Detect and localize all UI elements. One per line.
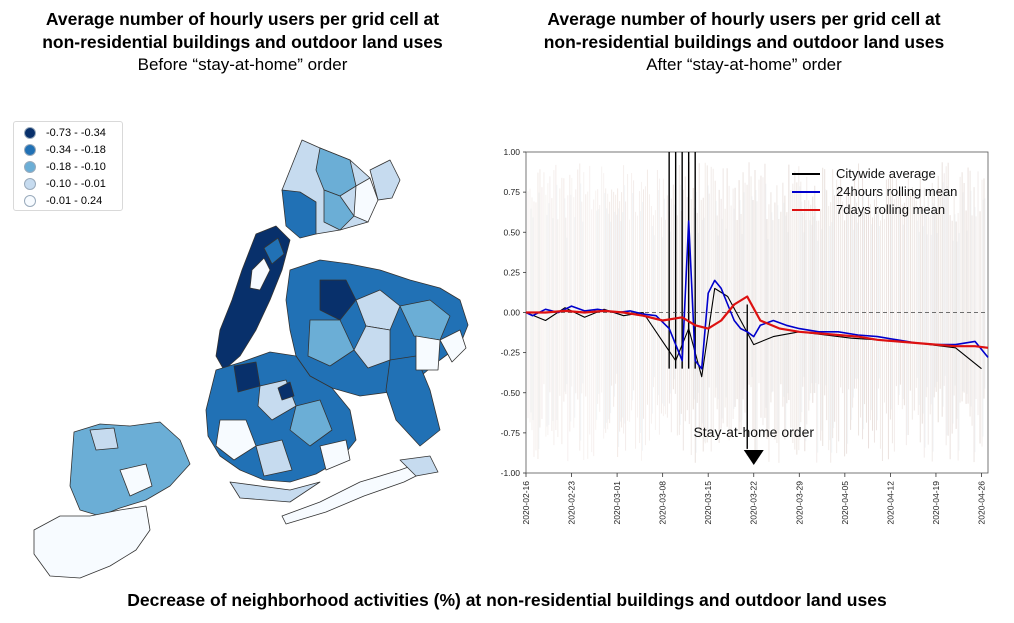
legend-label: 24hours rolling mean [836,184,957,199]
map-region [319,439,351,471]
legend-entry: -0.73 - -0.34 [14,124,122,141]
map-region [439,329,467,363]
legend-label: -0.18 - -0.10 [46,160,106,173]
stay-at-home-annotation: Stay-at-home order [693,424,814,465]
left-panel-title: Average number of hourly users per grid … [10,8,475,76]
y-axis-ticks: 1.00 0.75 0.50 0.25 0.00 -0.25 -0.50 -0.75 -1.00 [501,147,526,478]
legend-dot [24,177,36,190]
map-boroughs [33,139,469,579]
x-tick-label: 2020-03-01 [612,481,622,525]
legend-dot [24,160,36,173]
legend-label: Citywide average [836,166,936,181]
left-subtitle: Before “stay-at-home” order [137,55,348,74]
x-tick-label: 2020-04-26 [976,481,986,525]
map-region [399,455,439,477]
x-tick-label: 2020-04-05 [840,481,850,525]
legend-dot [24,194,36,207]
map-region [281,189,317,239]
y-tick-label: 0.25 [503,267,520,277]
y-tick-label: -1.00 [501,468,521,478]
x-tick-label: 2020-02-16 [521,481,531,525]
legend-entry: -0.01 - 0.24 [14,192,122,209]
y-tick-label: -0.75 [501,428,521,438]
map-legend: -0.73 - -0.34 -0.34 - -0.18 -0.18 - -0.1… [13,121,123,211]
map-region [289,399,333,447]
legend-dot [24,143,36,156]
map-region [323,189,355,231]
y-tick-label: 0.00 [503,308,520,318]
map-region [355,289,401,331]
x-tick-label: 2020-03-15 [703,481,713,525]
y-tick-label: 0.50 [503,227,520,237]
map-region [319,279,357,321]
map-region [415,335,441,371]
left-title-line2: non-residential buildings and outdoor la… [42,32,443,52]
x-tick-label: 2020-02-23 [567,481,577,525]
map-region [277,381,295,401]
hourly-noise-band [527,162,986,463]
spike-lines [668,152,748,449]
chart-legend: Citywide average 24hours rolling mean 7day… [792,166,957,217]
legend-entry: -0.34 - -0.18 [14,141,122,158]
map-region [249,257,271,291]
legend-entry: -0.10 - -0.01 [14,175,122,192]
map-region [399,299,451,341]
map-region [307,319,355,367]
map-region [263,237,285,265]
figure-caption: Decrease of neighborhood activities (%) … [127,590,887,610]
legend-label: 7days rolling mean [836,202,945,217]
x-tick-label: 2020-04-12 [885,481,895,525]
x-tick-label: 2020-04-19 [931,481,941,525]
map-region [229,481,321,503]
y-tick-label: -0.50 [501,388,521,398]
legend-label: -0.34 - -0.18 [46,143,106,156]
timeseries-chart: 1.00 0.75 0.50 0.25 0.00 -0.25 -0.50 -0.75 -1.00… [501,147,989,524]
legend-label: -0.01 - 0.24 [46,194,103,207]
x-tick-label: 2020-03-29 [794,481,804,525]
map-region [215,419,257,461]
map-region [33,505,151,579]
legend-entry: -0.18 - -0.10 [14,158,122,175]
x-axis-ticks: 2020-02-16 2020-02-23 2020-03-01 2020-03-08… [521,473,986,524]
right-panel-title: Average number of hourly users per grid … [510,8,978,76]
choropleth-map [33,139,469,579]
legend-label: -0.73 - -0.34 [46,126,106,139]
y-tick-label: 0.75 [503,187,520,197]
series-line [526,295,989,349]
left-title-line1: Average number of hourly users per grid … [45,9,440,29]
right-title-line1: Average number of hourly users per grid … [547,9,941,29]
legend-dot [24,126,36,139]
series-lines [525,220,989,378]
legend-label: -0.10 - -0.01 [46,177,106,190]
y-tick-label: -0.25 [501,348,521,358]
map-region [353,325,391,369]
right-title-line2: non-residential buildings and outdoor la… [543,32,945,52]
x-tick-label: 2020-03-08 [658,481,668,525]
y-tick-label: 1.00 [503,147,520,157]
map-region [89,427,119,451]
map-region [369,159,401,201]
annotation-arrow [743,450,764,465]
x-tick-label: 2020-03-22 [749,481,759,525]
annotation-label: Stay-at-home order [693,424,814,440]
map-region [255,439,293,477]
right-subtitle: After “stay-at-home” order [646,55,842,74]
map-region [353,177,379,223]
map-region [119,463,153,497]
